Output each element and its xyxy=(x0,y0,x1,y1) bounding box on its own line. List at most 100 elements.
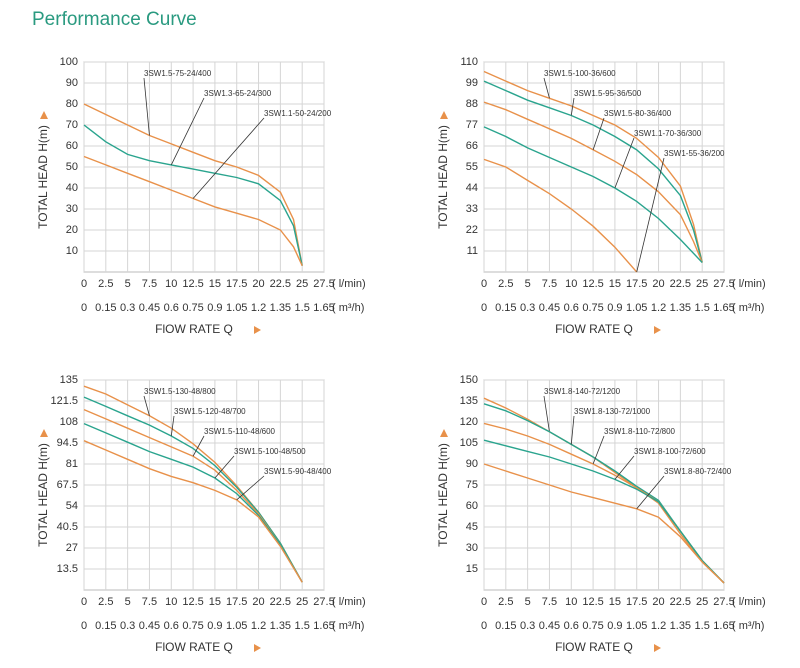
y-tick-label: 11 xyxy=(467,245,478,257)
x-tick-label: 22.5 xyxy=(270,596,291,608)
x-tick-label: 25 xyxy=(296,278,308,290)
y-tick-label: 50 xyxy=(66,161,78,173)
curve-label: 3SW1.5-120-48/700 xyxy=(174,407,246,416)
leader-line xyxy=(236,475,265,501)
curve-label: 3SW1.5-130-48/800 xyxy=(144,387,216,396)
curve xyxy=(83,422,303,583)
x2-tick-label: 1.05 xyxy=(626,620,647,632)
curve-label: 3SW1.5-90-48/400 xyxy=(264,467,332,476)
x-tick-label: 25 xyxy=(696,596,708,608)
x2-tick-label: 1.35 xyxy=(270,302,291,314)
y-axis-title: TOTAL HEAD H(m) xyxy=(436,443,450,547)
leader-line xyxy=(570,97,575,116)
x-tick-label: 20 xyxy=(252,596,264,608)
y-tick-label: 81 xyxy=(66,458,78,470)
x-tick-label: 22.5 xyxy=(270,278,291,290)
arrow-icon xyxy=(440,111,448,119)
x-tick-label: 17.5 xyxy=(226,278,247,290)
x-tick-label: 5 xyxy=(125,278,131,290)
y-tick-label: 22 xyxy=(466,224,478,236)
x-tick-label: 20 xyxy=(652,278,664,290)
leader-line xyxy=(543,77,550,99)
y-tick-label: 108 xyxy=(60,416,78,428)
arrow-icon xyxy=(654,326,661,334)
x-unit: ( l/min) xyxy=(332,278,366,290)
x-tick-label: 15 xyxy=(609,278,621,290)
leader-line xyxy=(192,435,205,457)
arrow-icon xyxy=(254,326,261,334)
x-tick-label: 2.5 xyxy=(98,278,113,290)
y-tick-label: 75 xyxy=(466,479,478,491)
curve xyxy=(83,396,303,583)
arrow-icon xyxy=(40,111,48,119)
y-tick-label: 135 xyxy=(460,395,478,407)
x2-unit: ( m³/h) xyxy=(732,620,764,632)
x-tick-label: 12.5 xyxy=(582,278,603,290)
x2-tick-label: 1.5 xyxy=(695,302,710,314)
y-axis-title: TOTAL HEAD H(m) xyxy=(36,443,50,547)
x2-tick-label: 1.35 xyxy=(670,620,691,632)
curve-label: 3SW1.8-130-72/1000 xyxy=(574,407,651,416)
curve xyxy=(83,124,303,266)
y-tick-label: 80 xyxy=(66,98,78,110)
x2-tick-label: 0 xyxy=(81,620,87,632)
x2-tick-label: 0.75 xyxy=(182,302,203,314)
x-tick-label: 17.5 xyxy=(626,596,647,608)
x-tick-label: 15 xyxy=(609,596,621,608)
leader-line xyxy=(614,137,635,189)
leader-line xyxy=(592,117,605,150)
y-tick-label: 135 xyxy=(60,374,78,386)
x-unit: ( l/min) xyxy=(732,278,766,290)
curve-label: 3SW1.5-100-36/600 xyxy=(544,69,616,78)
leader-line xyxy=(143,77,150,136)
x2-tick-label: 1.35 xyxy=(670,302,691,314)
y-tick-label: 120 xyxy=(460,416,478,428)
y-tick-label: 70 xyxy=(66,119,78,131)
x-tick-label: 7.5 xyxy=(142,596,157,608)
x2-tick-label: 0.75 xyxy=(582,302,603,314)
y-tick-label: 15 xyxy=(466,563,478,575)
page-title: Performance Curve xyxy=(32,9,197,30)
x-axis-title: FlOW RATE Q xyxy=(155,640,233,654)
x-tick-label: 27.5 xyxy=(713,596,734,608)
curve-label: 3SW1.5-75-24/400 xyxy=(144,69,212,78)
curve-label: 3SW1.5-95-36/500 xyxy=(574,89,642,98)
x-axis-title: FlOW RATE Q xyxy=(555,322,633,336)
y-tick-label: 66 xyxy=(466,140,478,152)
x2-tick-label: 0.9 xyxy=(607,302,622,314)
x2-tick-label: 0 xyxy=(481,302,487,314)
curve-label: 3SW1.8-80-72/400 xyxy=(664,467,732,476)
curve-label: 3SW1.8-110-72/800 xyxy=(604,427,676,436)
x-tick-label: 17.5 xyxy=(626,278,647,290)
x2-tick-label: 0.45 xyxy=(139,620,160,632)
x-tick-label: 0 xyxy=(481,596,487,608)
x2-tick-label: 0.6 xyxy=(564,302,579,314)
leader-line xyxy=(570,415,575,445)
x2-tick-label: 1.65 xyxy=(313,302,334,314)
x-tick-label: 17.5 xyxy=(226,596,247,608)
x2-tick-label: 0.45 xyxy=(539,302,560,314)
x-tick-label: 0 xyxy=(481,278,487,290)
y-axis-title: TOTAL HEAD H(m) xyxy=(436,125,450,229)
x2-tick-label: 0.15 xyxy=(95,302,116,314)
x-tick-label: 12.5 xyxy=(182,278,203,290)
x-tick-label: 7.5 xyxy=(142,278,157,290)
x2-tick-label: 0.75 xyxy=(582,620,603,632)
curve xyxy=(483,397,725,584)
y-tick-label: 30 xyxy=(466,542,478,554)
leader-line xyxy=(170,97,205,166)
x2-unit: ( m³/h) xyxy=(332,620,364,632)
x-tick-label: 22.5 xyxy=(670,596,691,608)
curve-label: 3SW1.1-50-24/200 xyxy=(264,109,332,118)
curve xyxy=(483,439,725,584)
curve-label: 3SW1.8-100-72/600 xyxy=(634,447,706,456)
curve xyxy=(83,103,303,266)
leader-line xyxy=(143,395,150,416)
x-tick-label: 2.5 xyxy=(498,596,513,608)
leader-line xyxy=(592,435,605,465)
x-tick-label: 0 xyxy=(81,278,87,290)
y-tick-label: 150 xyxy=(460,374,478,386)
x2-tick-label: 0.15 xyxy=(495,620,516,632)
y-tick-label: 54 xyxy=(66,500,78,512)
leader-line xyxy=(543,395,550,432)
